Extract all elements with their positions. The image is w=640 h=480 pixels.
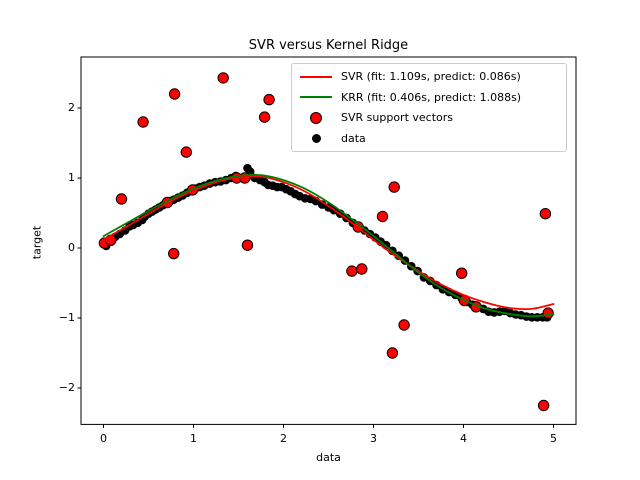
support-vector-point	[542, 307, 554, 319]
x-tick-label: 3	[370, 432, 377, 445]
y-tick-label: −1	[58, 311, 75, 324]
support-vector-point	[168, 247, 180, 260]
support-vector-point	[388, 181, 400, 193]
support-vector-point	[537, 399, 550, 412]
legend-entry-svr: SVR (fit: 1.109s, predict: 0.086s)	[298, 67, 560, 86]
support-vector-point	[137, 116, 149, 128]
support-vector-point	[115, 193, 128, 205]
support-vector-point	[386, 347, 399, 359]
axes-frame	[80, 56, 577, 425]
support-vector-point	[356, 263, 368, 275]
svr-curve	[102, 175, 555, 311]
support-vector-point	[346, 265, 358, 277]
support-vector-point	[456, 267, 468, 279]
x-tick-label: 5	[550, 432, 557, 445]
support-vector-marker-icon	[298, 111, 334, 124]
data-marker-icon	[298, 133, 334, 143]
legend-entry-data: data	[298, 129, 560, 148]
y-tick-label: 0	[68, 241, 75, 254]
legend-label-data: data	[341, 131, 366, 145]
legend-entry-support-vectors: SVR support vectors	[298, 108, 560, 127]
y-tick-label: −2	[58, 381, 75, 394]
legend-entry-krr: KRR (fit: 0.406s, predict: 1.088s)	[298, 88, 560, 107]
support-vector-point	[539, 208, 552, 220]
svr-line-icon	[298, 75, 334, 78]
support-vector-point	[263, 93, 275, 106]
x-axis-label: data	[316, 451, 341, 464]
krr-line-icon	[298, 96, 334, 99]
legend-label-svr: SVR (fit: 1.109s, predict: 0.086s)	[341, 70, 521, 84]
krr-curve	[102, 173, 555, 318]
support-vector-point	[376, 210, 389, 223]
x-tick-label: 0	[100, 432, 107, 445]
x-tick-label: 2	[280, 432, 287, 445]
legend-label-support-vectors: SVR support vectors	[341, 111, 453, 125]
support-vector-point	[241, 239, 254, 251]
x-tick-label: 4	[460, 432, 467, 445]
support-vector-point	[217, 72, 229, 84]
legend: SVR (fit: 1.109s, predict: 0.086s) KRR (…	[291, 63, 567, 152]
support-vector-point	[168, 88, 181, 100]
legend-label-krr: KRR (fit: 0.406s, predict: 1.088s)	[341, 90, 522, 104]
y-tick-label: 2	[68, 101, 75, 115]
support-vector-point	[258, 111, 271, 123]
chart-title: SVR versus Kernel Ridge	[248, 38, 409, 53]
y-tick-label: 1	[68, 171, 75, 185]
x-tick-label: 1	[190, 432, 197, 445]
support-vector-point	[398, 319, 410, 331]
support-vector-point	[180, 146, 193, 158]
